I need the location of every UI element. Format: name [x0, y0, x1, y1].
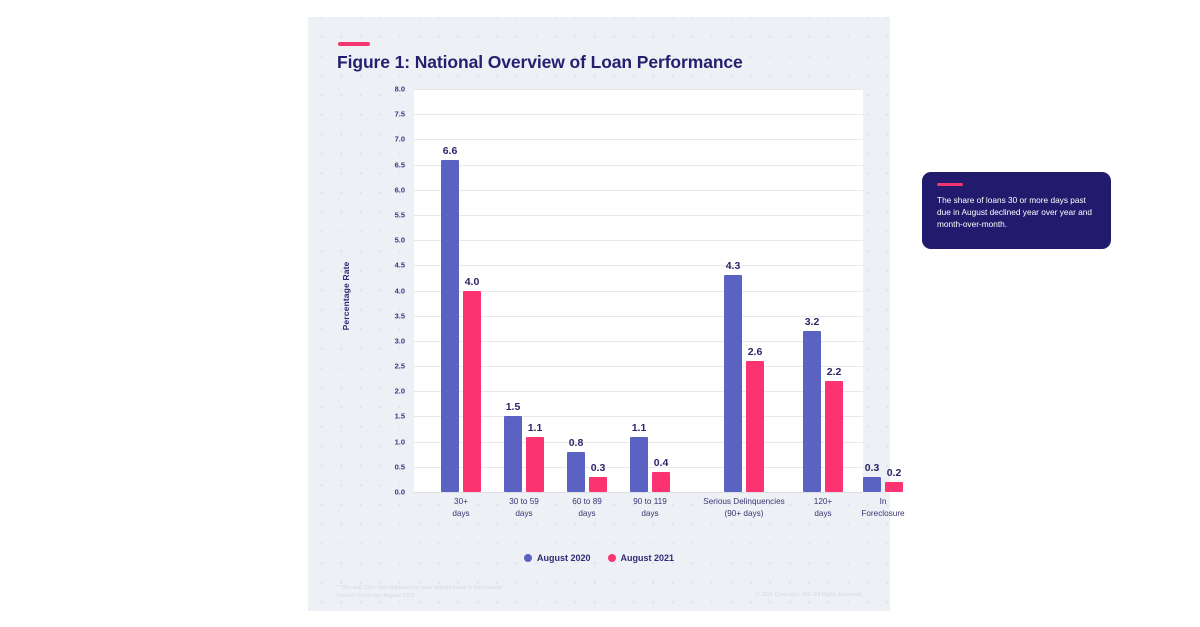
bar-value-label: 4.0: [464, 275, 480, 288]
y-axis-tick: 8.0: [394, 84, 405, 94]
chart-card: Figure 1: National Overview of Loan Perf…: [308, 17, 1111, 611]
bar-1: [746, 361, 764, 492]
bar-value-label: 0.8: [568, 436, 584, 449]
gridline: [414, 492, 863, 493]
gridline: [414, 290, 863, 292]
x-axis-category-label: 120+ days: [813, 497, 833, 518]
gridline: [414, 164, 863, 166]
bar-0: [630, 436, 648, 492]
legend-dot-icon: [607, 554, 616, 562]
bar-chart: Percentage Rate 6.6 4.0 1.5 1.1 0.8 0.3 1.1 0.4…: [341, 85, 905, 518]
bar-value-label: 1.1: [631, 421, 647, 434]
footnote: * "90+ and 120+ day delinquency rates in…: [336, 585, 506, 599]
bar-group: 4.3 2.6: [724, 89, 764, 492]
x-axis-category-label: In Foreclosure: [861, 497, 905, 518]
legend-dot-icon: [523, 554, 532, 562]
bar-value-label: 2.2: [826, 366, 842, 379]
callout-box: The share of loans 30 or more days past …: [922, 172, 1111, 249]
x-axis-category-label: 30 to 59 days: [509, 497, 539, 518]
bar-0: [863, 476, 881, 492]
gridline: [414, 139, 863, 141]
bar-value-label: 1.1: [527, 421, 543, 434]
y-axis-tick: 6.5: [394, 160, 405, 170]
gridline: [414, 240, 863, 242]
gridline: [414, 366, 863, 368]
y-axis-tick: 2.0: [394, 386, 405, 396]
bar-value-label: 6.6: [442, 144, 458, 157]
chart-legend: August 2020 August 2021: [308, 553, 890, 563]
bar-0: [567, 451, 585, 492]
y-axis-tick: 3.5: [394, 311, 405, 321]
y-axis-tick: 0.5: [394, 462, 405, 472]
plot-area: 6.6 4.0 1.5 1.1 0.8 0.3 1.1 0.4 4.3 2.6 3.2 2.2 0.3 0…: [414, 89, 903, 493]
y-axis-tick: 0.0: [394, 487, 405, 497]
x-axis-category-label: Serious Delinquencies (90+ days): [703, 497, 785, 518]
bar-1: [652, 471, 670, 492]
bar-value-label: 4.3: [725, 260, 741, 273]
bar-value-label: 1.5: [505, 401, 521, 414]
y-axis-label: Percentage Rate: [341, 261, 351, 330]
gridline: [414, 315, 863, 317]
bar-value-label: 0.3: [864, 461, 880, 474]
bar-group: 6.6 4.0: [441, 89, 481, 492]
bar-1: [885, 481, 903, 492]
legend-item-0[interactable]: August 2020: [523, 553, 591, 563]
bar-value-label: 0.2: [886, 466, 902, 479]
x-axis-category-label: 30+ days: [452, 497, 470, 518]
gridline: [414, 214, 863, 216]
bar-value-label: 3.2: [804, 315, 820, 328]
bar-group: 0.8 0.3: [567, 89, 607, 492]
y-axis-tick: 3.0: [394, 336, 405, 346]
y-axis-tick: 7.0: [394, 134, 405, 144]
legend-label: August 2020: [536, 553, 591, 563]
y-axis-tick: 7.5: [394, 109, 405, 119]
callout-accent-bar: [937, 183, 963, 186]
y-axis-tick: 5.5: [394, 210, 405, 220]
gridline: [414, 89, 863, 90]
bar-0: [803, 330, 821, 492]
page-title: Figure 1: National Overview of Loan Perf…: [337, 52, 743, 72]
bar-1: [825, 381, 843, 492]
x-axis-category-label: 60 to 89 days: [572, 497, 602, 518]
bar-value-label: 2.6: [747, 346, 763, 359]
bar-group: 1.5 1.1: [504, 89, 544, 492]
y-axis-tick: 6.0: [394, 185, 405, 195]
bar-group: 0.3 0.2: [863, 89, 903, 492]
x-axis-category-label: 90 to 119 days: [633, 497, 667, 518]
bar-0: [504, 416, 522, 492]
bar-0: [724, 275, 742, 492]
y-axis-tick: 4.5: [394, 260, 405, 270]
gridline: [414, 114, 863, 116]
bar-1: [526, 436, 544, 492]
callout-text: The share of loans 30 or more days past …: [937, 195, 1092, 230]
gridline: [414, 265, 863, 267]
copyright: © 2021 CoreLogic, INC. All Rights Reserv…: [755, 592, 863, 598]
legend-item-1[interactable]: August 2021: [607, 553, 675, 563]
y-axis-tick: 1.5: [394, 411, 405, 421]
bar-group: 3.2 2.2: [803, 89, 843, 492]
bar-1: [463, 290, 481, 492]
bar-value-label: 0.3: [590, 461, 606, 474]
gridline: [414, 340, 863, 342]
legend-label: August 2021: [620, 553, 675, 563]
bar-0: [441, 159, 459, 492]
y-axis-tick: 5.0: [394, 235, 405, 245]
bar-value-label: 0.4: [653, 456, 669, 469]
y-axis-tick: 4.0: [394, 286, 405, 295]
gridline: [414, 391, 863, 393]
y-axis-tick: 1.0: [394, 437, 405, 447]
bar-1: [589, 476, 607, 492]
gridline: [414, 189, 863, 191]
bar-group: 1.1 0.4: [630, 89, 670, 492]
title-accent-bar: [338, 42, 370, 46]
y-axis-tick: 2.5: [394, 361, 405, 371]
gridline: [414, 416, 863, 418]
